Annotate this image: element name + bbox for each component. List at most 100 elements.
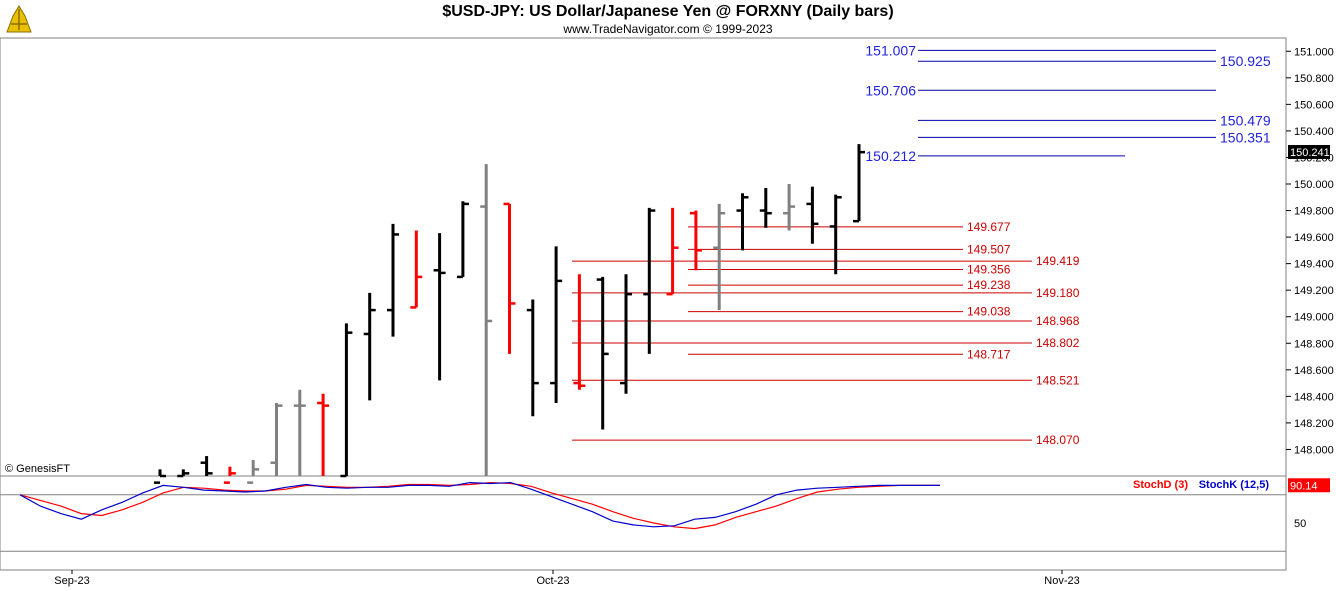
red-level: 149.038 bbox=[688, 305, 1011, 319]
blue-level: 150.479 bbox=[918, 112, 1271, 128]
x-tick-label: Sep-23 bbox=[54, 575, 89, 587]
red-level-label: 148.521 bbox=[1036, 373, 1080, 387]
last-price-box bbox=[1288, 145, 1330, 160]
red-level-label: 149.677 bbox=[967, 220, 1011, 234]
y-tick-label: 148.400 bbox=[1294, 391, 1334, 403]
ohlc-bar bbox=[223, 466, 236, 484]
stochastic-pane: 50 90.14 bbox=[0, 478, 1330, 552]
red-level-label: 149.507 bbox=[967, 242, 1011, 256]
red-level: 149.677 bbox=[688, 220, 1011, 234]
ohlc-bar bbox=[247, 460, 260, 484]
blue-level: 151.007 bbox=[865, 42, 1216, 58]
ohlc-bar bbox=[317, 393, 330, 476]
y-tick-label: 149.000 bbox=[1294, 312, 1334, 324]
red-level: 148.070 bbox=[572, 433, 1080, 447]
last-price-label: 150.241 bbox=[1290, 147, 1330, 159]
red-level: 149.507 bbox=[688, 242, 1011, 256]
red-level-label: 148.968 bbox=[1036, 314, 1080, 328]
ohlc-bar bbox=[503, 202, 516, 354]
y-tick-label: 150.400 bbox=[1294, 126, 1334, 138]
y-tick-label: 148.600 bbox=[1294, 365, 1334, 377]
watermark-label: © GenesisFT bbox=[5, 463, 70, 475]
stoch-last-label: 90.14 bbox=[1290, 480, 1318, 492]
stoch-tick-label: 50 bbox=[1294, 518, 1306, 530]
y-tick-label: 148.200 bbox=[1294, 418, 1334, 430]
ohlc-bar bbox=[270, 403, 283, 476]
ohlc-bar bbox=[363, 292, 376, 401]
ohlc-bar bbox=[526, 299, 539, 417]
ohlc-bar bbox=[643, 207, 656, 354]
ohlc-bars bbox=[154, 144, 865, 484]
y-tick-label: 148.800 bbox=[1294, 338, 1334, 350]
chart-header: $USD-JPY: US Dollar/Japanese Yen @ FORXN… bbox=[0, 0, 1336, 38]
red-level: 149.356 bbox=[688, 262, 1011, 276]
ohlc-bar bbox=[293, 389, 306, 476]
ohlc-bar bbox=[713, 203, 726, 311]
ohlc-bar bbox=[666, 207, 679, 296]
red-level-label: 148.070 bbox=[1036, 433, 1080, 447]
ohlc-bar bbox=[573, 274, 586, 390]
y-tick-label: 149.200 bbox=[1294, 285, 1334, 297]
genesis-logo-icon bbox=[4, 4, 34, 34]
ohlc-bar bbox=[177, 469, 190, 478]
ohlc-bar bbox=[759, 187, 772, 228]
ohlc-bar bbox=[433, 233, 446, 381]
y-tick-label: 150.600 bbox=[1294, 99, 1334, 111]
x-tick-label: Nov-23 bbox=[1044, 575, 1079, 587]
blue-level: 150.212 bbox=[865, 148, 1125, 164]
ohlc-bar bbox=[783, 184, 796, 231]
ohlc-bar bbox=[689, 210, 702, 271]
date-axis: Sep-23 Oct-23 Nov-23 bbox=[54, 570, 1080, 587]
ohlc-bar bbox=[410, 230, 423, 309]
stoch-d-legend: StochD (3) bbox=[1133, 479, 1188, 491]
y-tick-label: 149.400 bbox=[1294, 259, 1334, 271]
red-level-label: 149.419 bbox=[1036, 254, 1080, 268]
price-axis: 151.000150.800150.600150.400150.200150.0… bbox=[1286, 46, 1334, 456]
ohlc-bar bbox=[200, 456, 213, 476]
ohlc-bar bbox=[154, 469, 166, 484]
ohlc-bar bbox=[736, 193, 749, 251]
ohlc-bar bbox=[456, 201, 469, 279]
stoch-last-box bbox=[1288, 478, 1330, 493]
ohlc-bar bbox=[620, 274, 632, 394]
ohlc-bar bbox=[806, 186, 819, 244]
stoch-k-line bbox=[19, 481, 940, 528]
red-level-label: 148.717 bbox=[967, 347, 1011, 361]
ohlc-bar bbox=[596, 276, 609, 430]
x-tick-label: Oct-23 bbox=[536, 575, 569, 587]
red-level-label: 148.802 bbox=[1036, 336, 1080, 350]
blue-level-label: 151.007 bbox=[865, 42, 916, 58]
red-level-label: 149.238 bbox=[967, 278, 1011, 292]
blue-level-label: 150.351 bbox=[1220, 129, 1271, 145]
plot-area bbox=[0, 37, 1287, 571]
y-tick-label: 149.800 bbox=[1294, 206, 1334, 218]
stoch-k-legend: StochK (12,5) bbox=[1199, 479, 1270, 491]
blue-level-label: 150.212 bbox=[865, 148, 916, 164]
ohlc-bar bbox=[387, 223, 399, 337]
blue-level-label: 150.479 bbox=[1220, 112, 1271, 128]
red-level-label: 149.356 bbox=[967, 262, 1011, 276]
red-level-label: 149.180 bbox=[1036, 286, 1080, 300]
y-tick-label: 149.600 bbox=[1294, 232, 1334, 244]
red-level: 148.717 bbox=[688, 347, 1011, 361]
y-tick-label: 148.000 bbox=[1294, 444, 1334, 456]
y-tick-label: 151.000 bbox=[1294, 46, 1334, 58]
ohlc-bar bbox=[480, 164, 493, 476]
blue-level-label: 150.706 bbox=[865, 82, 916, 98]
chart-subtitle: www.TradeNavigator.com © 1999-2023 bbox=[563, 22, 773, 36]
blue-level: 150.925 bbox=[918, 53, 1271, 69]
ohlc-bar bbox=[340, 323, 353, 478]
y-tick-label: 150.000 bbox=[1294, 179, 1334, 191]
red-level: 149.238 bbox=[688, 278, 1011, 292]
ohlc-bar bbox=[829, 194, 842, 275]
chart-title: $USD-JPY: US Dollar/Japanese Yen @ FORXN… bbox=[442, 3, 894, 20]
ohlc-bar bbox=[550, 246, 563, 403]
blue-level: 150.706 bbox=[865, 82, 1216, 98]
red-level-label: 149.038 bbox=[967, 305, 1011, 319]
red-level: 148.521 bbox=[572, 373, 1080, 387]
blue-level: 150.351 bbox=[918, 129, 1271, 145]
ohlc-bar bbox=[853, 144, 865, 223]
y-tick-label: 150.800 bbox=[1294, 73, 1334, 85]
blue-level-label: 150.925 bbox=[1220, 53, 1271, 69]
